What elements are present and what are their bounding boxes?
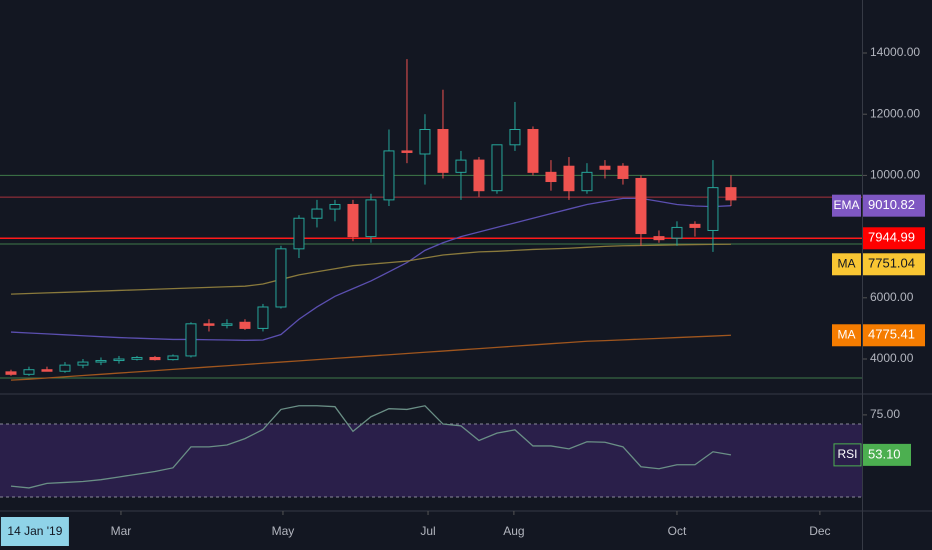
- tag-value: 9010.82: [868, 197, 915, 212]
- candle-body: [527, 129, 539, 173]
- candle-body: [383, 150, 395, 201]
- tag-value-box: [863, 227, 925, 250]
- candle-body: [635, 177, 647, 235]
- candle-body: [653, 236, 665, 241]
- indicator-line: [10, 197, 731, 341]
- candle-body: [221, 323, 233, 326]
- candle-body: [5, 371, 17, 375]
- candle-body: [203, 323, 215, 326]
- tag-value: 4775.41: [868, 327, 915, 342]
- tag-name: MA: [838, 327, 856, 341]
- candle-body: [545, 171, 557, 183]
- candle-body: [275, 248, 287, 308]
- y-tick-label: 10000.00: [870, 168, 920, 182]
- candle-body: [329, 203, 341, 210]
- tag-name: EMA: [833, 198, 859, 212]
- tag-name-box: [832, 253, 861, 276]
- y-tick-label: 12000.00: [870, 106, 920, 120]
- x-tick-label: Oct: [668, 524, 687, 538]
- candle-body: [41, 369, 53, 372]
- tag-value: 7944.99: [868, 230, 915, 245]
- tag-value: 7751.04: [868, 256, 915, 271]
- candle-body: [95, 360, 107, 363]
- y-tick-label: 75.00: [870, 407, 900, 421]
- candle-body: [491, 144, 503, 192]
- candle-body: [77, 361, 89, 366]
- rsi-line: [10, 405, 732, 489]
- candle-body: [149, 356, 161, 361]
- candle-body: [617, 165, 629, 179]
- candle-body: [131, 356, 143, 360]
- crosshair-date: 14 Jan '19: [7, 524, 62, 538]
- candle-body: [311, 208, 323, 219]
- indicator-line: [10, 243, 731, 295]
- price-pane: [0, 52, 867, 381]
- tag-value-box: [863, 324, 925, 347]
- y-tick-label: 14000.00: [870, 45, 920, 59]
- candle-body: [167, 355, 179, 361]
- indicator-line: [10, 334, 731, 381]
- candle-body: [185, 323, 197, 357]
- candle-body: [293, 217, 305, 250]
- candle-body: [365, 199, 377, 238]
- labels: 4000.006000.008000.0010000.0012000.00140…: [0, 45, 925, 546]
- rsi-band: [0, 424, 862, 498]
- crosshair-date-box: [0, 517, 69, 546]
- x-tick-label: Mar: [111, 524, 132, 538]
- candle-body: [401, 150, 413, 153]
- tag-value-box: [863, 194, 925, 217]
- candle-body: [707, 187, 719, 231]
- rsi-pane: [0, 405, 867, 498]
- candle-body: [671, 226, 683, 239]
- tag-name-box: [833, 443, 862, 467]
- x-tick-label: Jul: [420, 524, 435, 538]
- tag-value-box: [863, 443, 911, 466]
- candle-body: [509, 129, 521, 146]
- candle-body: [689, 223, 701, 228]
- candle-body: [725, 187, 737, 201]
- tag-name-box: [832, 324, 861, 347]
- y-tick-label: 4000.00: [870, 351, 914, 365]
- tag-value: 53.10: [868, 446, 901, 461]
- candle-body: [419, 129, 431, 155]
- y-tick-label: 6000.00: [870, 290, 914, 304]
- candle-body: [59, 364, 71, 372]
- candle-body: [599, 165, 611, 170]
- candle-body: [581, 171, 593, 192]
- x-tick-label: May: [272, 524, 295, 538]
- candle-body: [563, 165, 575, 192]
- candle-body: [23, 369, 35, 375]
- candle-body: [239, 321, 251, 329]
- candle-body: [473, 159, 485, 192]
- candle-body: [347, 203, 359, 238]
- tag-name: RSI: [837, 447, 857, 461]
- tag-name-box: [832, 194, 861, 217]
- x-tick-label: Aug: [503, 524, 524, 538]
- candle-body: [113, 358, 125, 362]
- tag-value-box: [863, 253, 925, 276]
- tag-name: MA: [838, 256, 856, 270]
- candle-body: [455, 159, 467, 173]
- candle-body: [437, 129, 449, 173]
- candle-body: [257, 306, 269, 329]
- x-tick-label: Dec: [809, 524, 830, 538]
